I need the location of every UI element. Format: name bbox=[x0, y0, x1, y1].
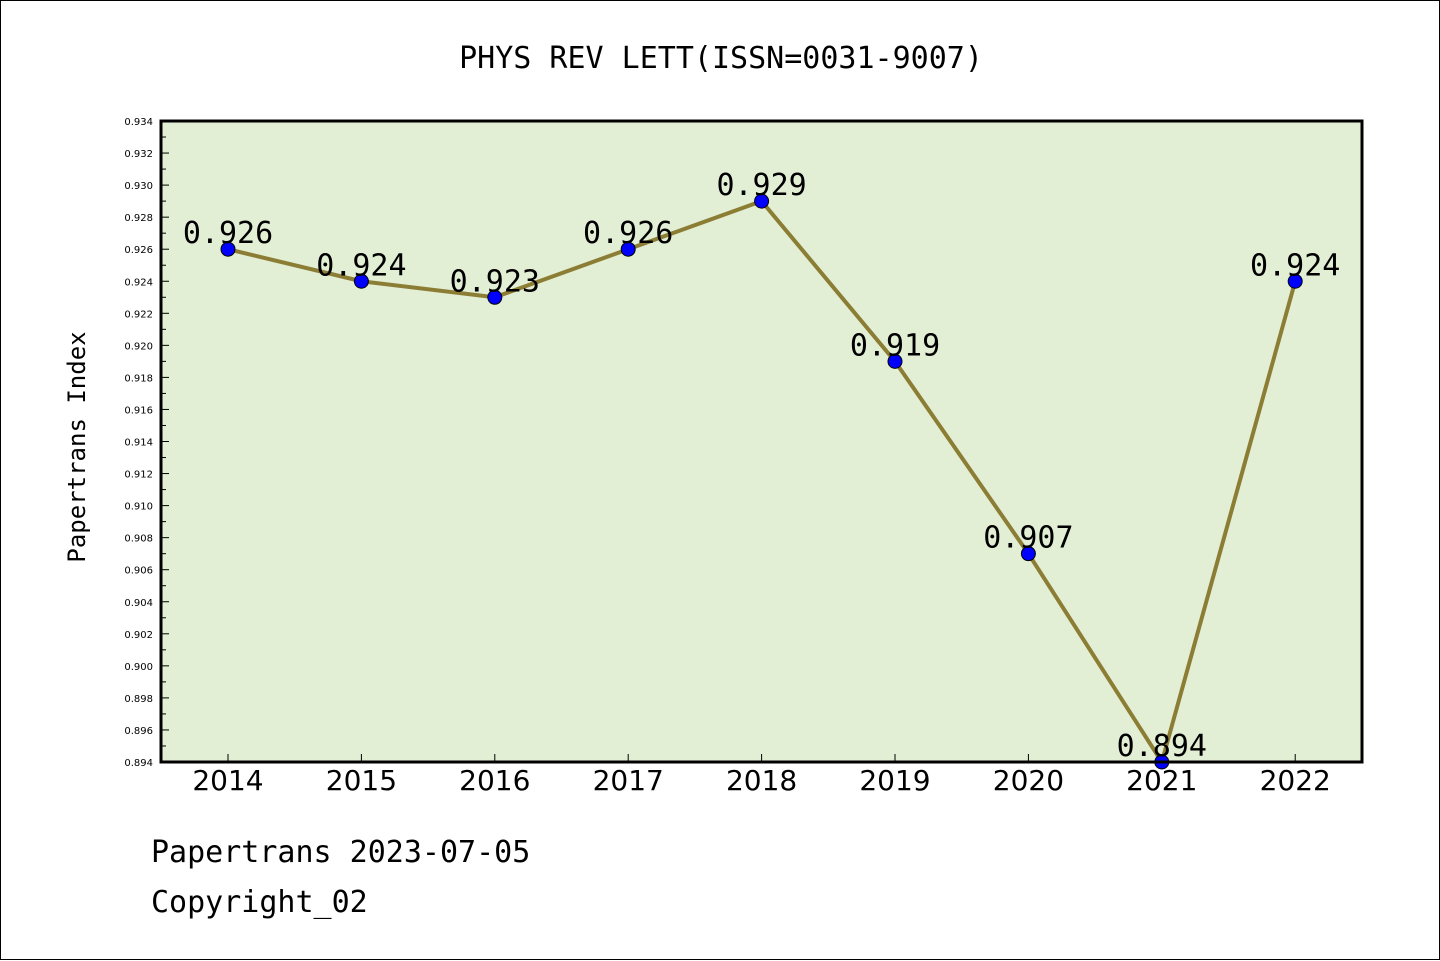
data-point bbox=[487, 289, 503, 305]
y-tick-label: 0.908 bbox=[124, 534, 153, 545]
y-tick-label: 0.904 bbox=[124, 598, 153, 609]
data-label: 0.923 bbox=[450, 264, 540, 299]
y-tick-label: 0.914 bbox=[124, 438, 153, 449]
footer-date: Papertrans 2023-07-05 bbox=[151, 835, 531, 870]
x-axis-ticks: 2014 2015 2016 2017 2018 2019 2020 2021 2022 bbox=[192, 754, 1331, 797]
y-tick-label: 0.896 bbox=[124, 726, 153, 737]
y-tick-label: 0.902 bbox=[124, 630, 153, 641]
y-tick-label: 0.926 bbox=[124, 245, 153, 256]
data-point bbox=[620, 241, 636, 257]
x-tick-label: 2018 bbox=[726, 764, 797, 797]
y-tick-label: 0.932 bbox=[124, 149, 153, 160]
y-tick-label: 0.894 bbox=[124, 758, 153, 769]
data-label: 0.894 bbox=[1117, 729, 1207, 764]
y-tick-label: 0.910 bbox=[124, 502, 153, 513]
data-point bbox=[887, 353, 903, 369]
y-tick-label: 0.934 bbox=[124, 117, 153, 128]
data-label: 0.924 bbox=[316, 248, 406, 283]
data-label: 0.929 bbox=[716, 168, 806, 203]
y-axis-ticks: 0.894 0.896 0.898 0.900 0.902 0.904 0.906 0.908… bbox=[124, 117, 169, 769]
footer-copyright: Copyright_02 bbox=[151, 885, 368, 920]
data-label: 0.926 bbox=[583, 216, 673, 251]
y-tick-label: 0.928 bbox=[124, 213, 153, 224]
data-label: 0.926 bbox=[183, 216, 273, 251]
x-tick-label: 2016 bbox=[459, 764, 530, 797]
chart-title: PHYS REV LETT(ISSN=0031-9007) bbox=[459, 41, 983, 76]
x-tick-label: 2017 bbox=[593, 764, 664, 797]
y-tick-label: 0.898 bbox=[124, 694, 153, 705]
y-tick-label: 0.906 bbox=[124, 566, 153, 577]
data-labels: 0.926 0.924 0.923 0.926 0.929 0.919 0.907 0.894… bbox=[183, 168, 1341, 764]
data-label: 0.924 bbox=[1250, 248, 1340, 283]
plot-area bbox=[161, 121, 1362, 762]
x-tick-label: 2020 bbox=[993, 764, 1064, 797]
x-tick-label: 2015 bbox=[326, 764, 397, 797]
x-tick-label: 2022 bbox=[1260, 764, 1331, 797]
data-point bbox=[353, 273, 369, 289]
y-tick-label: 0.924 bbox=[124, 277, 153, 288]
y-tick-label: 0.920 bbox=[124, 341, 153, 352]
x-tick-label: 2019 bbox=[859, 764, 930, 797]
x-tick-label: 2014 bbox=[192, 764, 263, 797]
y-tick-label: 0.922 bbox=[124, 309, 153, 320]
y-tick-label: 0.916 bbox=[124, 405, 153, 416]
y-tick-label: 0.912 bbox=[124, 470, 153, 481]
data-point bbox=[1020, 546, 1036, 562]
y-axis-label: Papertrans Index bbox=[63, 331, 91, 562]
data-point bbox=[754, 193, 770, 209]
data-points bbox=[220, 193, 1303, 770]
data-point bbox=[220, 241, 236, 257]
plot-border bbox=[159, 119, 1364, 764]
data-point bbox=[1287, 273, 1303, 289]
y-tick-label: 0.918 bbox=[124, 373, 153, 384]
data-label: 0.919 bbox=[850, 328, 940, 363]
data-label: 0.907 bbox=[983, 521, 1073, 556]
y-tick-label: 0.930 bbox=[124, 181, 153, 192]
y-tick-label: 0.900 bbox=[124, 662, 153, 673]
